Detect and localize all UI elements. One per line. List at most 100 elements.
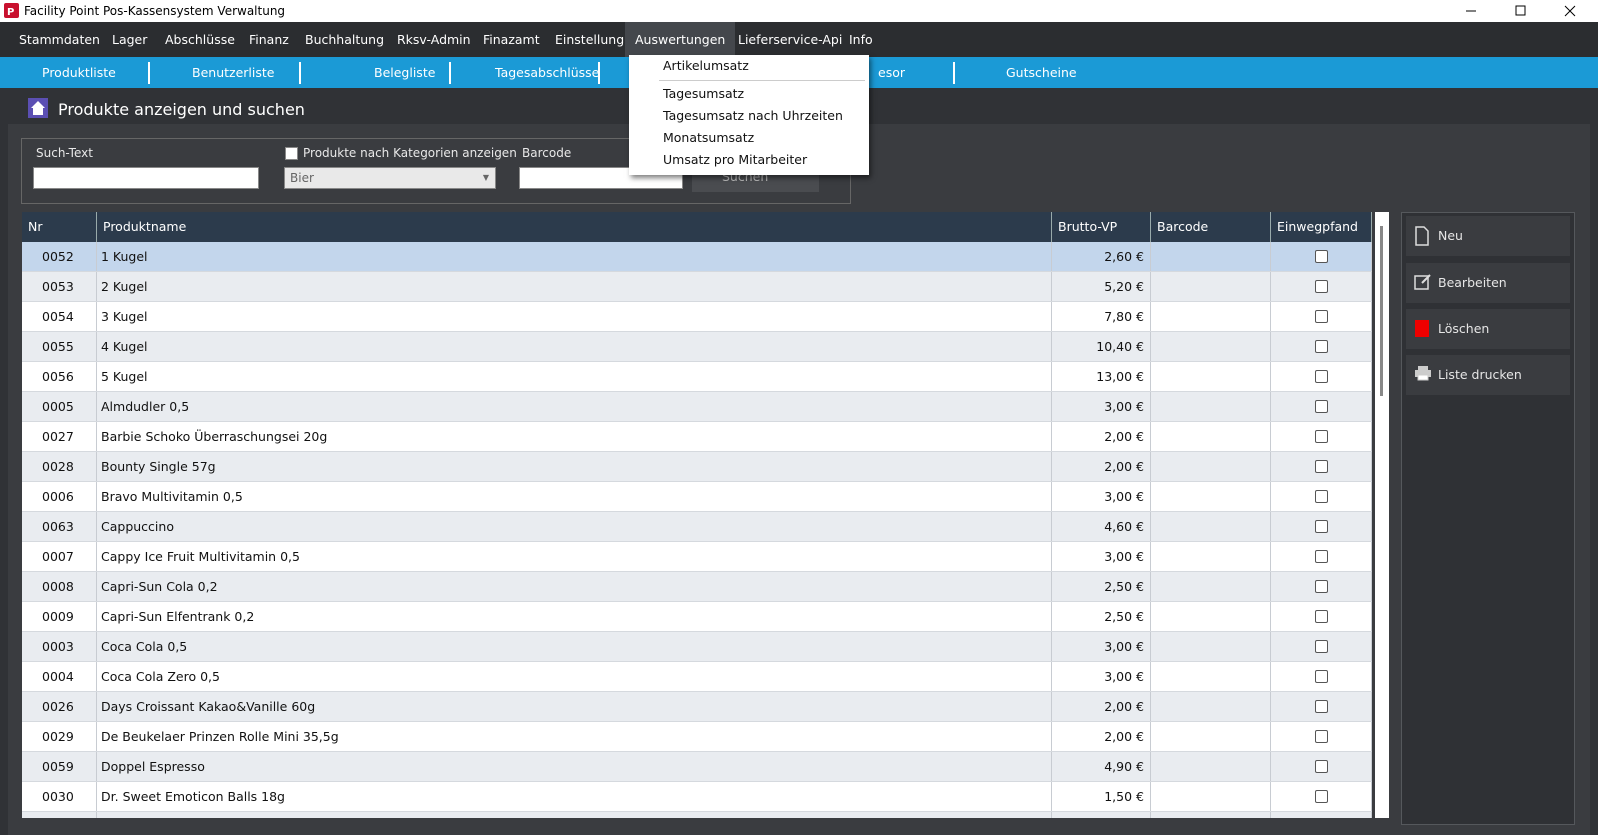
table-cell: 2,00 € <box>1052 422 1151 451</box>
table-cell: 4,90 € <box>1052 752 1151 781</box>
table-row[interactable]: 0056 5 Kugel 13,00 € <box>22 362 1372 392</box>
table-cell: 3,00 € <box>1052 662 1151 691</box>
table-row[interactable]: 0007 Cappy Ice Fruit Multivitamin 0,5 3,00… <box>22 542 1372 572</box>
toolbar-button[interactable]: Benutzerliste <box>192 65 275 80</box>
table-cell: 0009 <box>22 602 97 631</box>
menu-item[interactable]: Stammdaten <box>19 32 100 47</box>
toolbar-button[interactable]: Produktliste <box>42 65 116 80</box>
einwegpfand-checkbox[interactable] <box>1315 700 1328 713</box>
button-icon <box>1414 365 1432 381</box>
menu-item[interactable]: Lieferservice-Api <box>738 32 843 47</box>
table-row[interactable]: 0053 2 Kugel 5,20 € <box>22 272 1372 302</box>
table-row[interactable]: 0063 Cappuccino 4,60 € <box>22 512 1372 542</box>
menu-item[interactable]: Auswertungen <box>625 22 736 57</box>
menu-item[interactable]: Lager <box>112 32 148 47</box>
table-row[interactable]: 0054 3 Kugel 7,80 € <box>22 302 1372 332</box>
einwegpfand-checkbox[interactable] <box>1315 370 1328 383</box>
einwegpfand-checkbox[interactable] <box>1315 760 1328 773</box>
button-label: Bearbeiten <box>1438 275 1507 290</box>
table-cell: 0055 <box>22 332 97 361</box>
einwegpfand-checkbox[interactable] <box>1315 610 1328 623</box>
table-row[interactable]: 0028 Bounty Single 57g 2,00 € <box>22 452 1372 482</box>
menu-item[interactable]: Rksv-Admin <box>397 32 471 47</box>
einwegpfand-checkbox[interactable] <box>1315 310 1328 323</box>
einwegpfand-checkbox[interactable] <box>1315 280 1328 293</box>
einwegpfand-checkbox[interactable] <box>1315 340 1328 353</box>
einwegpfand-checkbox[interactable] <box>1315 580 1328 593</box>
table-cell: 0006 <box>22 482 97 511</box>
einwegpfand-checkbox[interactable] <box>1315 550 1328 563</box>
sidebar-button[interactable]: Löschen <box>1406 309 1570 349</box>
menu-item[interactable]: Einstellung <box>555 32 625 47</box>
dropdown-item[interactable]: Tagesumsatz nach Uhrzeiten <box>663 108 843 123</box>
table-cell <box>1151 302 1271 331</box>
menu-item[interactable]: Buchhaltung <box>305 32 385 47</box>
einwegpfand-checkbox[interactable] <box>1315 430 1328 443</box>
table-cell: 0063 <box>22 512 97 541</box>
toolbar-button[interactable]: Tagesabschlüsse <box>495 65 600 80</box>
category-select[interactable]: Bier ▼ <box>284 167 496 189</box>
table-cell: Almdudler 0,5 <box>97 392 1052 421</box>
table-cell: Dr. Sweet Emoticon Balls 18g <box>97 782 1052 811</box>
dropdown-item[interactable]: Tagesumsatz <box>663 86 745 101</box>
menu-item[interactable]: Finanz <box>249 32 289 47</box>
table-row[interactable]: 0027 Barbie Schoko Überraschungsei 20g 2,0… <box>22 422 1372 452</box>
table-row[interactable]: 0003 Coca Cola 0,5 3,00 € <box>22 632 1372 662</box>
table-cell <box>1151 332 1271 361</box>
sidebar-button[interactable]: Liste drucken <box>1406 355 1570 395</box>
sidebar-button[interactable]: Bearbeiten <box>1406 263 1570 303</box>
toolbar-button[interactable]: esor <box>878 65 905 80</box>
window-controls[interactable] <box>1450 0 1598 22</box>
table-cell <box>1271 782 1372 811</box>
toolbar-button[interactable]: Belegliste <box>374 65 436 80</box>
menu-item[interactable]: Finazamt <box>483 32 540 47</box>
table-cell <box>1271 542 1372 571</box>
table-cell <box>1151 272 1271 301</box>
table-cell: 3,00 € <box>1052 482 1151 511</box>
einwegpfand-checkbox[interactable] <box>1315 400 1328 413</box>
category-checkbox[interactable] <box>285 147 298 160</box>
sidebar-button[interactable]: Neu <box>1406 216 1570 256</box>
table-row[interactable]: 0030 Dr. Sweet Emoticon Balls 18g 1,50 € <box>22 782 1372 812</box>
table-row[interactable]: 0029 De Beukelaer Prinzen Rolle Mini 35,5… <box>22 722 1372 752</box>
einwegpfand-checkbox[interactable] <box>1315 670 1328 683</box>
search-input[interactable] <box>33 167 259 189</box>
einwegpfand-checkbox[interactable] <box>1315 790 1328 803</box>
table-row[interactable]: 0026 Days Croissant Kakao&Vanille 60g 2,00… <box>22 692 1372 722</box>
einwegpfand-checkbox[interactable] <box>1315 250 1328 263</box>
table-row[interactable]: 0009 Capri-Sun Elfentrank 0,2 2,50 € <box>22 602 1372 632</box>
table-cell <box>1271 572 1372 601</box>
einwegpfand-checkbox[interactable] <box>1315 640 1328 653</box>
einwegpfand-checkbox[interactable] <box>1315 460 1328 473</box>
table-row[interactable]: 0005 Almdudler 0,5 3,00 € <box>22 392 1372 422</box>
dropdown-item[interactable]: Umsatz pro Mitarbeiter <box>663 152 808 167</box>
table-row[interactable]: 0059 Doppel Espresso 4,90 € <box>22 752 1372 782</box>
menu-item[interactable]: Info <box>849 32 873 47</box>
table-row[interactable]: 0055 4 Kugel 10,40 € <box>22 332 1372 362</box>
table-row[interactable]: 0008 Capri-Sun Cola 0,2 2,50 € <box>22 572 1372 602</box>
table-cell: 0052 <box>22 242 97 271</box>
column-header: Brutto-VP <box>1052 212 1151 242</box>
toolbar-separator <box>598 62 600 84</box>
dropdown-item[interactable]: Monatsumsatz <box>663 130 755 145</box>
table-cell: Coca Cola 0,5 <box>97 632 1052 661</box>
menu-item[interactable]: Abschlüsse <box>165 32 235 47</box>
table-cell: 0056 <box>22 362 97 391</box>
table-cell <box>1151 572 1271 601</box>
table-row[interactable]: 0052 1 Kugel 2,60 € <box>22 242 1372 272</box>
scrollbar[interactable] <box>1375 212 1389 818</box>
einwegpfand-checkbox[interactable] <box>1315 730 1328 743</box>
table-cell: Bravo Multivitamin 0,5 <box>97 482 1052 511</box>
table-row[interactable]: 0004 Coca Cola Zero 0,5 3,00 € <box>22 662 1372 692</box>
button-label: Neu <box>1438 228 1463 243</box>
table-cell <box>1151 242 1271 271</box>
einwegpfand-checkbox[interactable] <box>1315 490 1328 503</box>
table-row[interactable]: 0006 Bravo Multivitamin 0,5 3,00 € <box>22 482 1372 512</box>
dropdown-item[interactable]: Artikelumsatz <box>663 58 749 73</box>
table-cell <box>1271 512 1372 541</box>
einwegpfand-checkbox[interactable] <box>1315 520 1328 533</box>
toolbar-button[interactable]: Gutscheine <box>1006 65 1077 80</box>
table-cell: 0030 <box>22 782 97 811</box>
barcode-label: Barcode <box>522 146 572 160</box>
